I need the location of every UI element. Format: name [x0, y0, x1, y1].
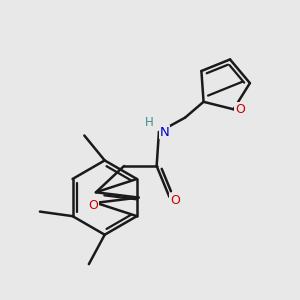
Text: H: H — [145, 116, 153, 129]
Text: O: O — [89, 199, 99, 212]
Text: O: O — [170, 194, 180, 207]
Text: N: N — [160, 125, 170, 139]
Text: O: O — [235, 103, 245, 116]
